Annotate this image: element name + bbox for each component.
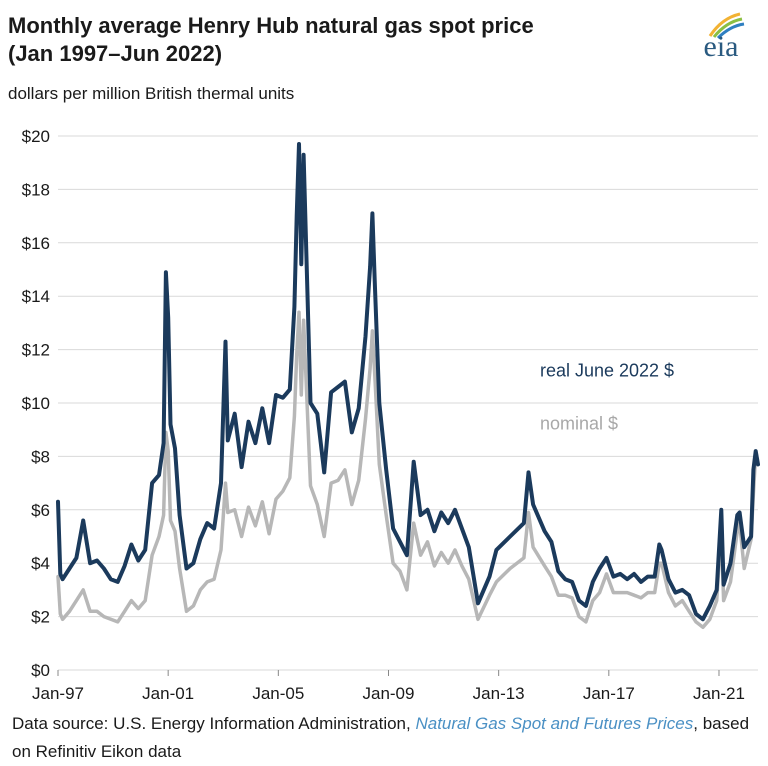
y-tick-label: $0	[31, 661, 50, 680]
series-labels: real June 2022 $ nominal $	[540, 360, 674, 433]
x-tick-label: Jan-09	[362, 684, 414, 703]
chart-title-line-2: (Jan 1997–Jun 2022)	[8, 41, 223, 66]
y-tick-label: $8	[31, 447, 50, 466]
eia-logo-text: eia	[703, 30, 739, 63]
source-prefix: Data source: U.S. Energy Information Adm…	[12, 714, 416, 733]
data-source-note: Data source: U.S. Energy Information Adm…	[12, 710, 762, 766]
x-tick-label: Jan-13	[473, 684, 525, 703]
eia-logo: eia	[688, 10, 754, 66]
chart-title: Monthly average Henry Hub natural gas sp…	[8, 12, 668, 68]
series-label-real: real June 2022 $	[540, 360, 674, 380]
x-tick-label: Jan-97	[32, 684, 84, 703]
x-tick-label: Jan-21	[693, 684, 745, 703]
x-tick-label: Jan-17	[583, 684, 635, 703]
chart-title-line-1: Monthly average Henry Hub natural gas sp…	[8, 13, 534, 38]
y-tick-label: $12	[22, 341, 50, 360]
y-tick-label: $20	[22, 127, 50, 146]
x-axis-ticks: Jan-97 Jan-01 Jan-05 Jan-09 Jan-13 Jan-17 Jan-…	[32, 670, 745, 703]
y-tick-label: $16	[22, 234, 50, 253]
x-tick-label: Jan-05	[252, 684, 304, 703]
eia-logo-swoosh-icon	[708, 12, 745, 40]
y-tick-label: $6	[31, 501, 50, 520]
x-tick-label: Jan-01	[142, 684, 194, 703]
y-tick-label: $14	[22, 287, 50, 306]
chart-subtitle: dollars per million British thermal unit…	[8, 84, 295, 103]
y-tick-label: $4	[31, 554, 50, 573]
source-suffix: , based on Refinitiv Eikon data	[12, 714, 750, 761]
y-tick-label: $10	[22, 394, 50, 413]
y-tick-label: $2	[31, 608, 50, 627]
line-chart: $0 $2 $4 $6 $8 $10 $12 $14 $16 $18 $20 Jan-97 Jan-0…	[22, 127, 760, 703]
source-link[interactable]: Natural Gas Spot and Futures Prices	[415, 714, 694, 733]
y-tick-label: $18	[22, 180, 50, 199]
series-label-nominal: nominal $	[540, 414, 618, 434]
series-lines	[56, 142, 760, 630]
series-line-nominal	[56, 310, 760, 630]
y-axis-ticks: $0 $2 $4 $6 $8 $10 $12 $14 $16 $18 $20	[22, 127, 50, 680]
series-line-real	[56, 142, 760, 622]
